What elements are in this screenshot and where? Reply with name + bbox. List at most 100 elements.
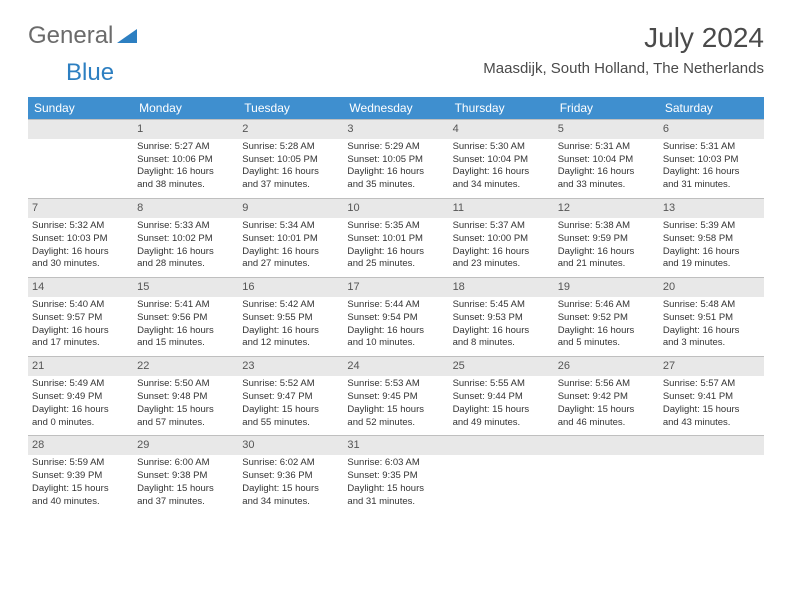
- day-number: 25: [449, 356, 554, 376]
- calendar-cell: 31Sunrise: 6:03 AMSunset: 9:35 PMDayligh…: [343, 435, 448, 514]
- day-line: Sunrise: 5:50 AM: [137, 378, 234, 391]
- day-line: and 17 minutes.: [32, 337, 129, 350]
- calendar-cell: [659, 435, 764, 514]
- day-line: and 5 minutes.: [558, 337, 655, 350]
- day-line: Daylight: 15 hours: [137, 483, 234, 496]
- day-line: Sunset: 9:42 PM: [558, 391, 655, 404]
- calendar-week-row: 7Sunrise: 5:32 AMSunset: 10:03 PMDayligh…: [28, 198, 764, 277]
- day-line: Daylight: 16 hours: [347, 246, 444, 259]
- day-line: Sunrise: 6:03 AM: [347, 457, 444, 470]
- day-line: Sunset: 9:49 PM: [32, 391, 129, 404]
- day-number: 10: [343, 198, 448, 218]
- day-line: Daylight: 16 hours: [347, 325, 444, 338]
- day-line: Sunrise: 5:27 AM: [137, 141, 234, 154]
- day-details: Sunrise: 5:46 AMSunset: 9:52 PMDaylight:…: [554, 297, 659, 356]
- day-line: [663, 470, 760, 483]
- day-number: 13: [659, 198, 764, 218]
- day-details: Sunrise: 5:57 AMSunset: 9:41 PMDaylight:…: [659, 376, 764, 435]
- day-line: [558, 470, 655, 483]
- day-line: Sunrise: 6:02 AM: [242, 457, 339, 470]
- day-number: 26: [554, 356, 659, 376]
- day-number: 27: [659, 356, 764, 376]
- day-line: Daylight: 15 hours: [347, 483, 444, 496]
- day-header: Monday: [133, 97, 238, 119]
- day-line: Sunset: 9:53 PM: [453, 312, 550, 325]
- day-details: Sunrise: 5:59 AMSunset: 9:39 PMDaylight:…: [28, 455, 133, 514]
- day-details: Sunrise: 5:33 AMSunset: 10:02 PMDaylight…: [133, 218, 238, 277]
- calendar-cell: 7Sunrise: 5:32 AMSunset: 10:03 PMDayligh…: [28, 198, 133, 277]
- day-line: and 57 minutes.: [137, 417, 234, 430]
- calendar-cell: 13Sunrise: 5:39 AMSunset: 9:58 PMDayligh…: [659, 198, 764, 277]
- day-line: and 37 minutes.: [242, 179, 339, 192]
- day-line: and 12 minutes.: [242, 337, 339, 350]
- day-line: Sunset: 9:51 PM: [663, 312, 760, 325]
- day-line: Sunset: 9:52 PM: [558, 312, 655, 325]
- calendar-cell: 19Sunrise: 5:46 AMSunset: 9:52 PMDayligh…: [554, 277, 659, 356]
- day-line: [663, 483, 760, 496]
- calendar-cell: 3Sunrise: 5:29 AMSunset: 10:05 PMDayligh…: [343, 119, 448, 198]
- day-line: Sunset: 9:35 PM: [347, 470, 444, 483]
- day-number: 23: [238, 356, 343, 376]
- day-line: Daylight: 16 hours: [32, 404, 129, 417]
- day-line: and 8 minutes.: [453, 337, 550, 350]
- calendar-week-row: 1Sunrise: 5:27 AMSunset: 10:06 PMDayligh…: [28, 119, 764, 198]
- day-line: Sunrise: 5:30 AM: [453, 141, 550, 154]
- day-line: Sunrise: 5:32 AM: [32, 220, 129, 233]
- day-number: 29: [133, 435, 238, 455]
- day-details: Sunrise: 5:30 AMSunset: 10:04 PMDaylight…: [449, 139, 554, 198]
- day-line: and 30 minutes.: [32, 258, 129, 271]
- calendar-cell: 4Sunrise: 5:30 AMSunset: 10:04 PMDayligh…: [449, 119, 554, 198]
- day-number: 8: [133, 198, 238, 218]
- day-details: Sunrise: 6:00 AMSunset: 9:38 PMDaylight:…: [133, 455, 238, 514]
- day-line: Sunrise: 5:31 AM: [663, 141, 760, 154]
- day-line: Daylight: 16 hours: [558, 246, 655, 259]
- day-details: [28, 139, 133, 198]
- day-line: Sunset: 9:55 PM: [242, 312, 339, 325]
- day-line: Daylight: 15 hours: [32, 483, 129, 496]
- calendar-header-row: Sunday Monday Tuesday Wednesday Thursday…: [28, 97, 764, 119]
- day-line: Sunset: 10:05 PM: [347, 154, 444, 167]
- calendar-cell: 8Sunrise: 5:33 AMSunset: 10:02 PMDayligh…: [133, 198, 238, 277]
- day-line: Sunset: 10:04 PM: [558, 154, 655, 167]
- calendar-week-row: 21Sunrise: 5:49 AMSunset: 9:49 PMDayligh…: [28, 356, 764, 435]
- day-line: Sunset: 9:58 PM: [663, 233, 760, 246]
- day-line: Daylight: 15 hours: [347, 404, 444, 417]
- day-details: [449, 455, 554, 514]
- day-line: and 0 minutes.: [32, 417, 129, 430]
- day-line: Daylight: 15 hours: [663, 404, 760, 417]
- day-number: 5: [554, 119, 659, 139]
- calendar-cell: [554, 435, 659, 514]
- day-line: Daylight: 16 hours: [347, 166, 444, 179]
- day-line: Sunrise: 5:49 AM: [32, 378, 129, 391]
- day-number: 3: [343, 119, 448, 139]
- day-line: Sunrise: 5:37 AM: [453, 220, 550, 233]
- day-details: Sunrise: 5:40 AMSunset: 9:57 PMDaylight:…: [28, 297, 133, 356]
- day-number: [554, 435, 659, 455]
- day-details: Sunrise: 5:27 AMSunset: 10:06 PMDaylight…: [133, 139, 238, 198]
- day-details: Sunrise: 5:50 AMSunset: 9:48 PMDaylight:…: [133, 376, 238, 435]
- calendar-cell: 2Sunrise: 5:28 AMSunset: 10:05 PMDayligh…: [238, 119, 343, 198]
- day-line: and 31 minutes.: [347, 496, 444, 509]
- day-line: [558, 496, 655, 509]
- calendar-cell: 16Sunrise: 5:42 AMSunset: 9:55 PMDayligh…: [238, 277, 343, 356]
- day-line: [32, 154, 129, 167]
- day-line: Sunrise: 5:28 AM: [242, 141, 339, 154]
- day-line: Sunset: 9:38 PM: [137, 470, 234, 483]
- day-number: 2: [238, 119, 343, 139]
- day-number: 11: [449, 198, 554, 218]
- day-line: [453, 496, 550, 509]
- day-line: Sunset: 9:39 PM: [32, 470, 129, 483]
- day-number: 20: [659, 277, 764, 297]
- day-details: Sunrise: 5:31 AMSunset: 10:04 PMDaylight…: [554, 139, 659, 198]
- day-line: Daylight: 16 hours: [453, 166, 550, 179]
- day-line: Sunset: 9:57 PM: [32, 312, 129, 325]
- day-line: Sunrise: 5:41 AM: [137, 299, 234, 312]
- day-details: Sunrise: 5:37 AMSunset: 10:00 PMDaylight…: [449, 218, 554, 277]
- day-details: Sunrise: 6:03 AMSunset: 9:35 PMDaylight:…: [343, 455, 448, 514]
- logo-text-general: General: [28, 22, 113, 50]
- day-line: Sunrise: 5:59 AM: [32, 457, 129, 470]
- day-number: 19: [554, 277, 659, 297]
- day-line: Daylight: 15 hours: [242, 483, 339, 496]
- day-line: and 10 minutes.: [347, 337, 444, 350]
- day-line: and 33 minutes.: [558, 179, 655, 192]
